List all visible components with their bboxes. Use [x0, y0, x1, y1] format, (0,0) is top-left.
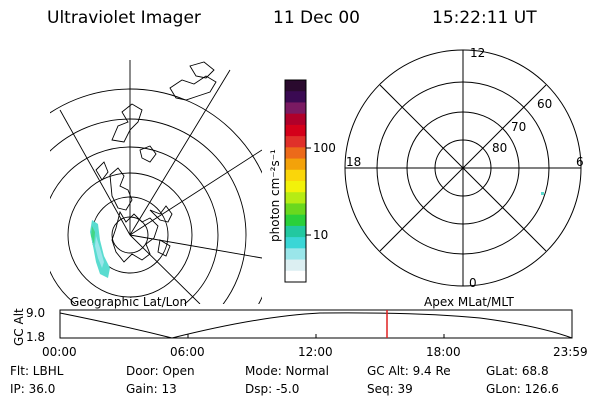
timeline-ytick-min: 1.8 [26, 330, 46, 344]
color-bar-segment [285, 259, 306, 272]
color-bar-segment [285, 270, 306, 283]
mlt-label-18: 18 [346, 155, 362, 169]
color-bar-segment [285, 248, 306, 261]
info-filter: Flt: LBHL [10, 364, 64, 378]
timeline-ytick-max: 9.0 [26, 306, 46, 320]
timeline-plot [59, 309, 573, 339]
lat-label-80: 80 [492, 141, 508, 155]
info-door: Door: Open [126, 364, 195, 378]
color-bar-segment [285, 192, 306, 205]
color-bar-segment [285, 80, 306, 92]
timeline-xtick-3: 18:00 [426, 345, 461, 359]
instrument-title: Ultraviolet Imager [47, 8, 201, 28]
info-gc-alt: GC Alt: 9.4 Re [367, 364, 451, 378]
geographic-map [50, 60, 262, 304]
info-glon: GLon: 126.6 [486, 382, 559, 396]
mlt-label-6: 6 [576, 155, 584, 169]
emission-dot [541, 192, 544, 195]
info-glat: GLat: 68.8 [486, 364, 549, 378]
color-bar-segment [285, 225, 306, 238]
lat-label-70: 70 [511, 120, 527, 134]
color-bar-segment [285, 237, 306, 249]
timeline-xtick-4: 23:59 [553, 345, 588, 359]
color-bar-segment [285, 113, 306, 126]
colorbar-tick-100: 100 [313, 141, 336, 155]
info-gain: Gain: 13 [126, 382, 177, 396]
info-seq: Seq: 39 [367, 382, 413, 396]
polar-plot [344, 49, 582, 287]
color-bar-segment [285, 102, 306, 115]
color-bar [285, 80, 306, 283]
timeline-xtick-0: 00:00 [42, 345, 77, 359]
mlt-label-0: 0 [469, 276, 477, 290]
color-bar-segment [285, 203, 306, 216]
lat-label-60: 60 [537, 97, 553, 111]
colorbar-tick-10: 10 [313, 228, 329, 242]
time-label: 15:22:11 UT [432, 8, 537, 28]
mlt-label-12: 12 [470, 46, 486, 60]
auroral-emission [90, 220, 110, 278]
colorbar-unit-label: photon cm⁻²s⁻¹ [268, 149, 282, 242]
timeline-xtick-2: 12:00 [298, 345, 333, 359]
timeline-xtick-1: 06:00 [170, 345, 205, 359]
right-panel-label: Apex MLat/MLT [424, 295, 514, 309]
timeline-ylabel: GC Alt [12, 308, 26, 346]
color-bar-segment [285, 158, 306, 171]
color-bar-segment [285, 214, 306, 227]
color-bar-segment [285, 136, 306, 148]
info-ip: IP: 36.0 [10, 382, 56, 396]
info-dsp: Dsp: -5.0 [245, 382, 300, 396]
color-bar-segment [285, 169, 306, 182]
color-bar-segment [285, 147, 306, 160]
color-bar-segment [285, 181, 306, 193]
left-panel-label: Geographic Lat/Lon [70, 295, 188, 309]
color-bar-segment [285, 91, 306, 104]
color-bar-segment [285, 124, 306, 137]
color-bar-frame [284, 79, 307, 283]
date-label: 11 Dec 00 [273, 8, 360, 28]
info-mode: Mode: Normal [245, 364, 329, 378]
